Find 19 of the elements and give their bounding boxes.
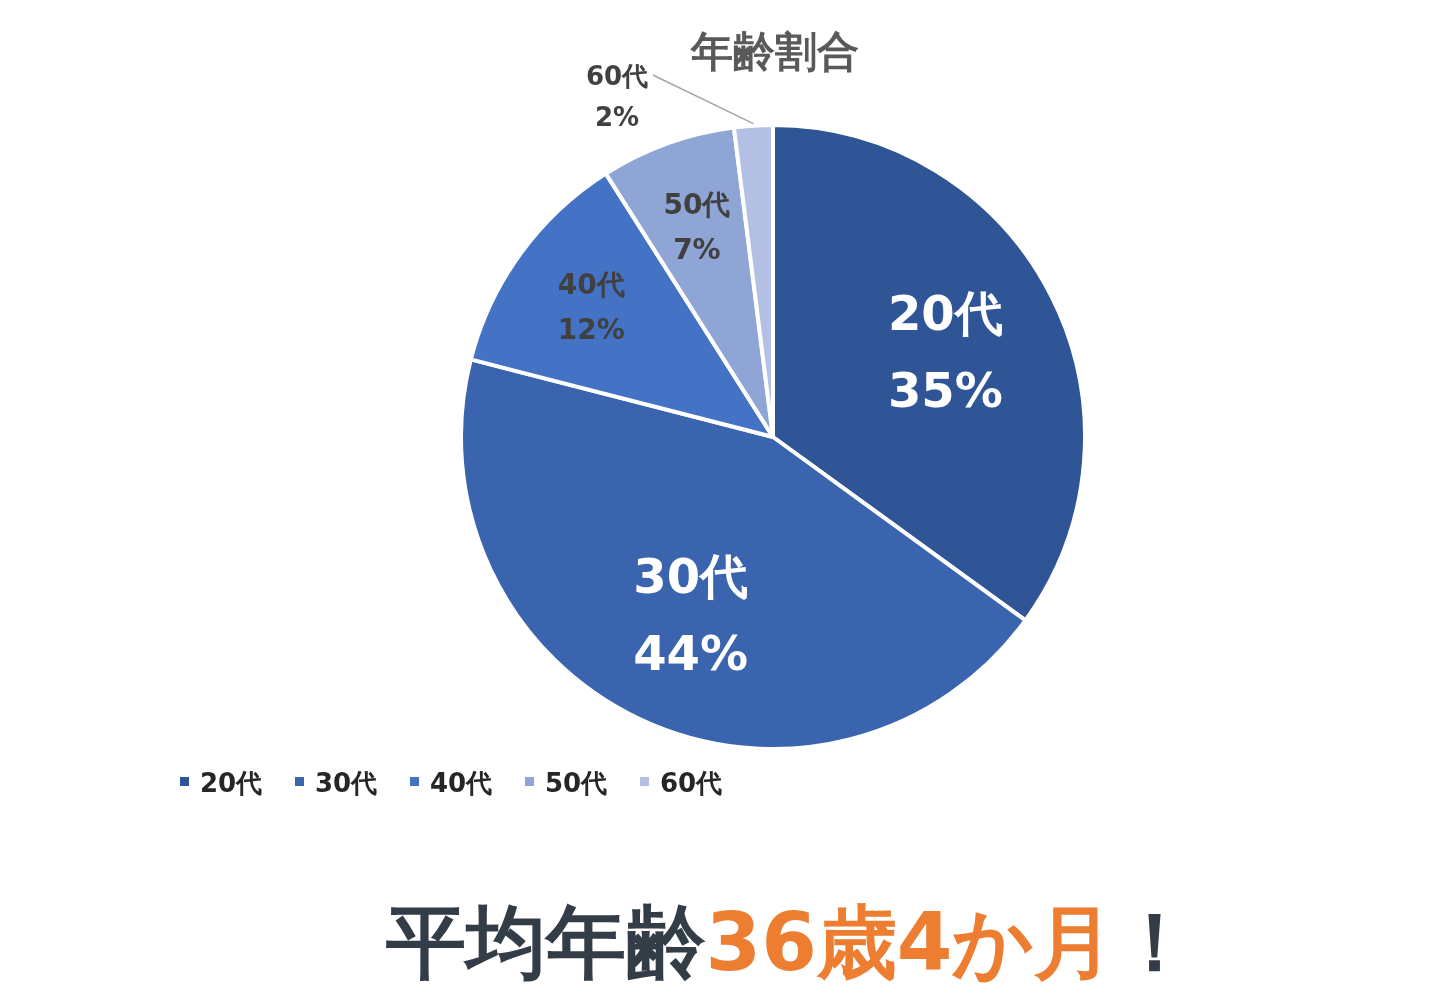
legend-label: 30代 xyxy=(315,768,378,798)
slice-label: 40代 xyxy=(557,267,625,301)
text: 36歳4か月 xyxy=(705,896,1115,989)
text: ！ xyxy=(1114,896,1195,989)
data-label: 2% xyxy=(594,102,640,133)
data-label: 12% xyxy=(557,312,625,346)
text: 平均年齢 xyxy=(384,896,706,989)
data-label: 35% xyxy=(887,361,1003,418)
legend-label: 20代 xyxy=(200,768,263,798)
slice-label: 60代 xyxy=(585,60,649,91)
slice-label: 50代 xyxy=(663,188,731,222)
data-label: 7% xyxy=(673,233,721,267)
slice-label: 30代 xyxy=(633,547,749,604)
legend-label: 40代 xyxy=(430,768,493,798)
data-label: 44% xyxy=(633,624,749,681)
slice-label: 20代 xyxy=(887,284,1003,341)
legend-label: 60代 xyxy=(660,768,723,798)
legend-label: 50代 xyxy=(545,768,608,798)
chart-title: 年齢割合 xyxy=(690,27,859,76)
